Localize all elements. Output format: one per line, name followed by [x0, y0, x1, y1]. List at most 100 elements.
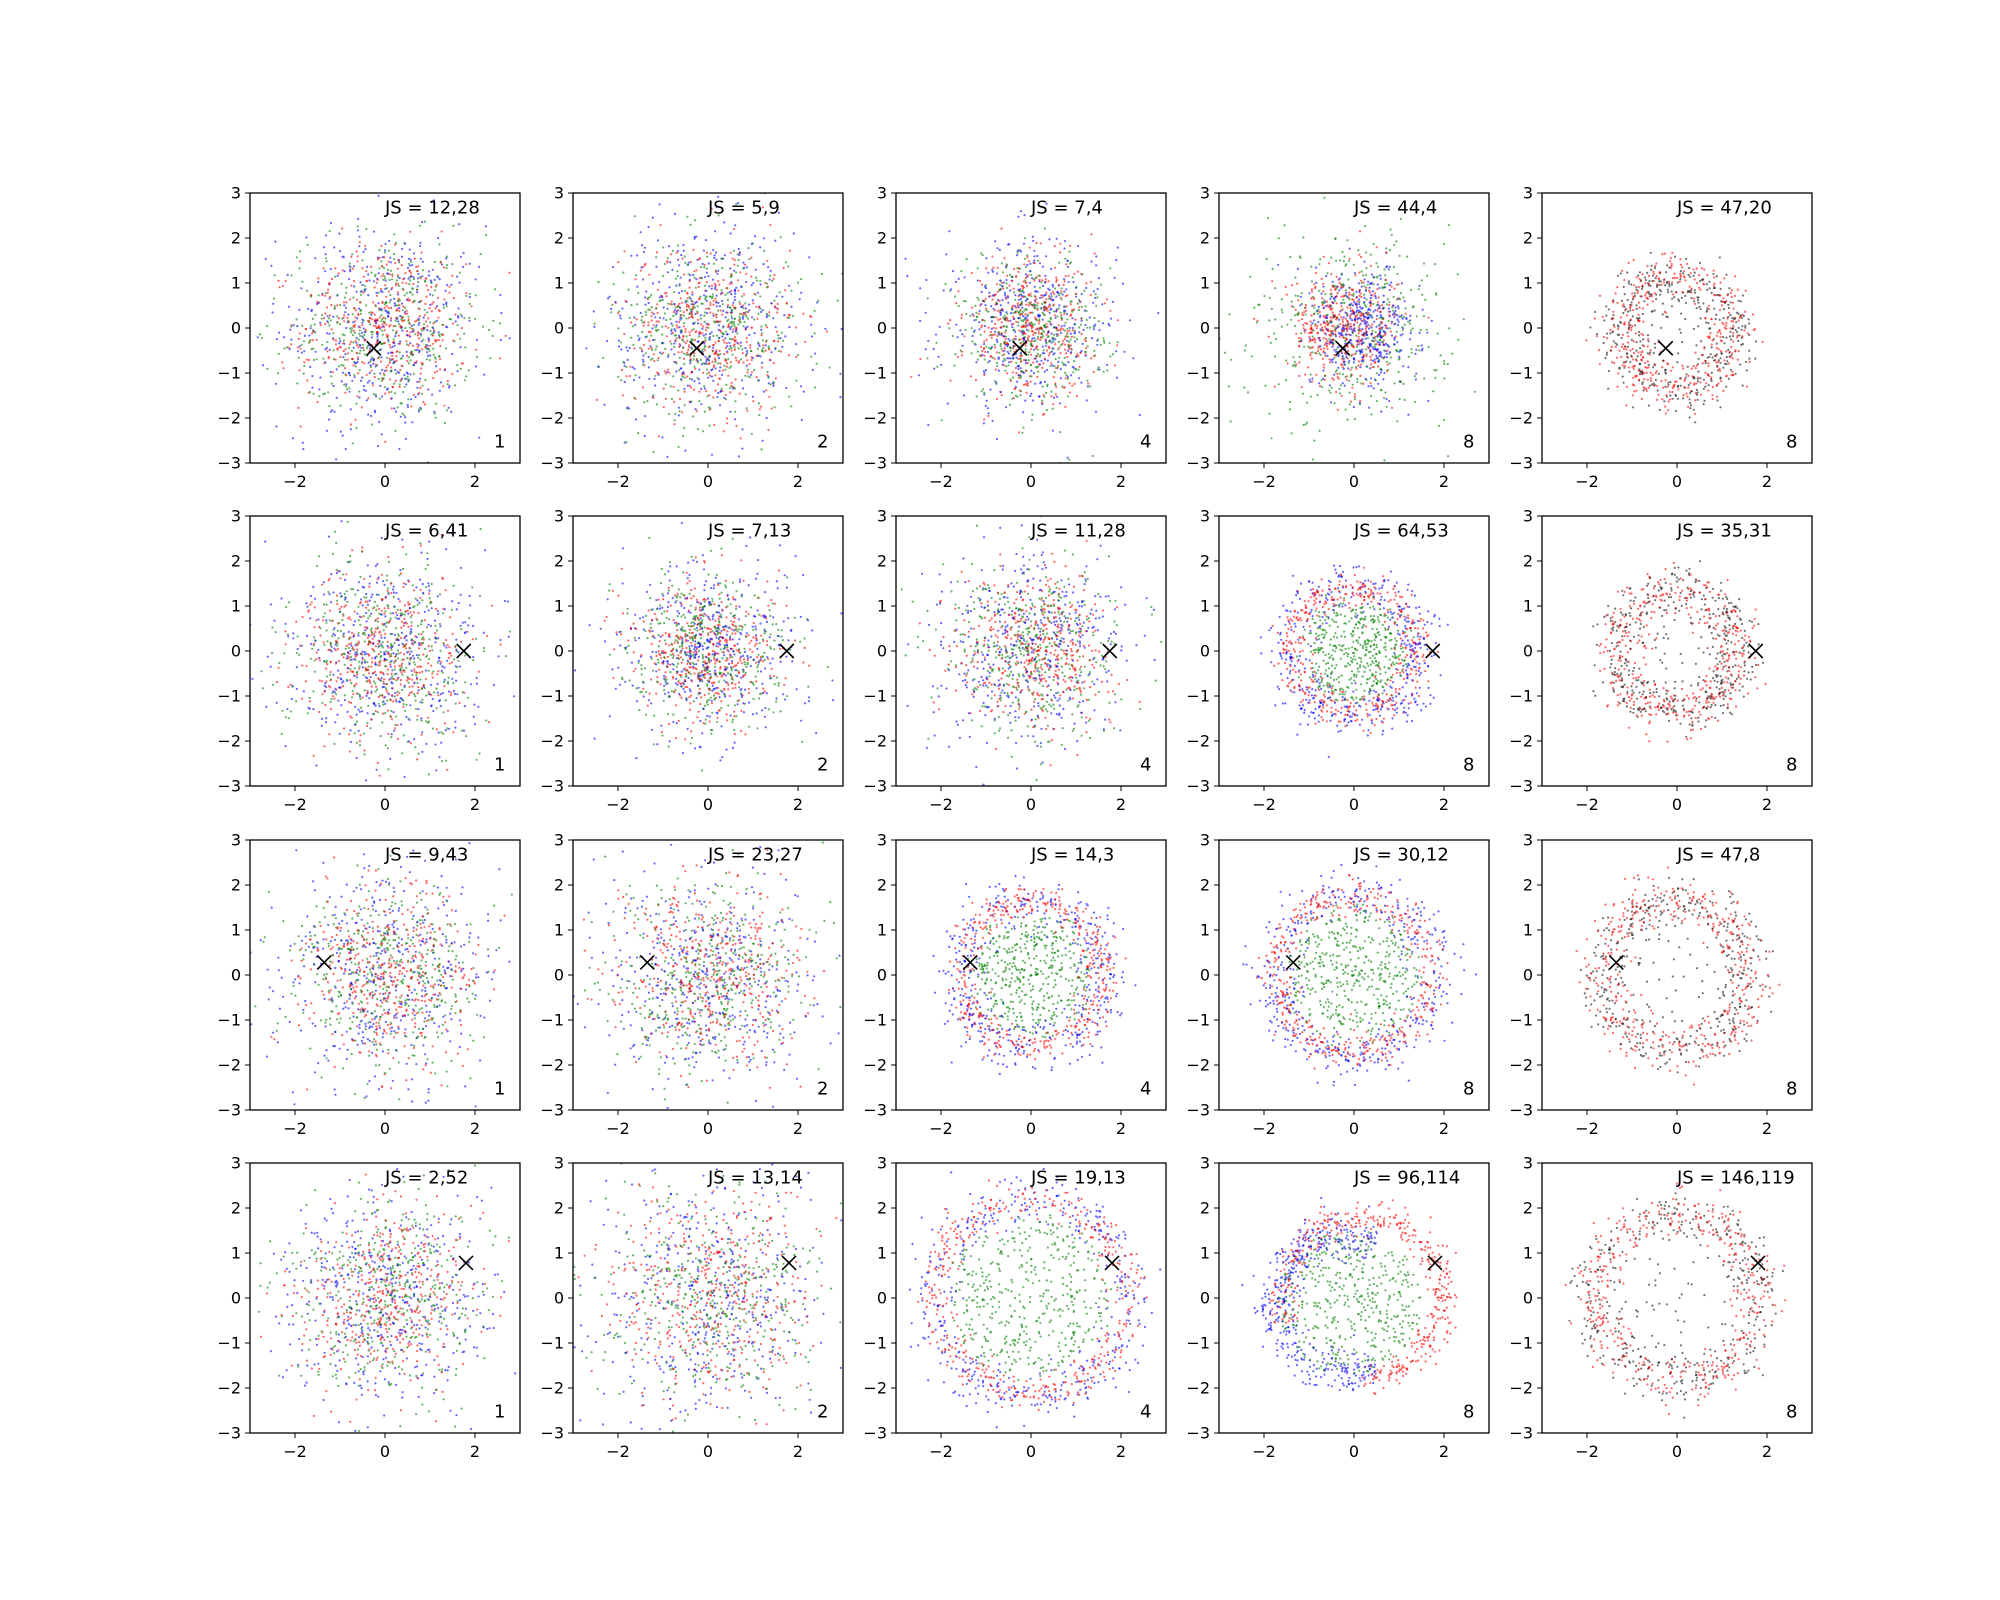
- point-blue: [723, 396, 726, 400]
- point-blue: [1043, 281, 1046, 284]
- point-red: [362, 291, 365, 294]
- point-green: [653, 338, 656, 341]
- point-red: [773, 274, 776, 277]
- point-red: [1285, 293, 1288, 296]
- point-blue: [348, 371, 351, 374]
- point-red: [731, 304, 734, 307]
- point-red: [990, 355, 993, 358]
- point-green: [401, 412, 404, 415]
- point-red: [362, 346, 365, 349]
- point-green: [1341, 283, 1344, 286]
- point-blue: [678, 326, 681, 329]
- point-red: [983, 354, 986, 357]
- point-green: [430, 333, 433, 336]
- point-green: [1385, 303, 1388, 306]
- point-green: [395, 331, 398, 334]
- point-red: [398, 309, 401, 312]
- point-green: [344, 358, 347, 361]
- point-green: [1335, 348, 1338, 351]
- point-red: [1025, 391, 1028, 394]
- point-red: [788, 314, 792, 317]
- point-blue: [368, 371, 371, 375]
- point-blue: [1069, 374, 1073, 377]
- point-blue: [962, 394, 966, 397]
- point-green: [707, 358, 710, 361]
- point-green: [732, 323, 736, 326]
- point-red: [1019, 314, 1022, 317]
- point-green: [1036, 307, 1039, 310]
- point-red: [678, 336, 681, 339]
- point-blue: [324, 234, 327, 237]
- point-green: [428, 359, 431, 362]
- point-green: [387, 340, 390, 343]
- point-blue: [1390, 334, 1393, 337]
- point-green: [787, 265, 790, 268]
- point-green: [1384, 274, 1387, 277]
- point-blue: [409, 258, 412, 261]
- point-blue: [592, 310, 595, 313]
- point-green: [1011, 376, 1015, 379]
- point-red: [1039, 336, 1042, 339]
- point-red: [1073, 382, 1076, 385]
- point-blue: [1367, 307, 1370, 310]
- point-green: [1379, 367, 1382, 370]
- point-green: [692, 415, 695, 418]
- point-green: [655, 307, 658, 310]
- point-green: [757, 341, 760, 344]
- point-green: [1069, 261, 1073, 264]
- point-blue: [649, 345, 652, 348]
- point-red: [431, 342, 435, 345]
- point-blue: [924, 348, 927, 351]
- point-blue: [1023, 214, 1026, 217]
- point-green: [351, 313, 354, 316]
- point-blue: [303, 546, 305, 548]
- point-red: [1085, 282, 1088, 285]
- point-blue: [815, 477, 817, 479]
- point-green: [385, 287, 389, 290]
- point-blue: [654, 384, 657, 387]
- point-blue: [1314, 266, 1317, 269]
- point-blue: [382, 325, 385, 328]
- point-blue: [403, 242, 407, 245]
- point-blue: [1430, 319, 1433, 322]
- point-blue: [332, 315, 335, 318]
- point-blue: [302, 448, 305, 451]
- point-blue: [619, 317, 622, 320]
- point-blue: [1322, 285, 1325, 288]
- point-blue: [1016, 249, 1019, 252]
- point-blue: [1002, 281, 1005, 284]
- point-green: [388, 301, 391, 304]
- point-blue: [959, 329, 962, 332]
- point-red: [1045, 349, 1048, 352]
- point-red: [1015, 306, 1018, 309]
- point-red: [1000, 321, 1003, 324]
- point-green: [312, 358, 315, 362]
- point-green: [1030, 273, 1033, 276]
- point-red: [406, 354, 409, 357]
- point-red: [1349, 313, 1352, 316]
- point-blue: [694, 301, 697, 304]
- point-red: [1345, 327, 1348, 330]
- point-red: [1012, 347, 1015, 350]
- point-green: [749, 349, 753, 353]
- point-red: [1345, 330, 1349, 333]
- point-red: [1056, 364, 1060, 368]
- point-blue: [1002, 335, 1006, 338]
- point-green: [1019, 394, 1022, 397]
- point-blue: [983, 285, 987, 288]
- point-blue: [1388, 283, 1391, 287]
- point-red: [688, 331, 691, 334]
- point-red: [1061, 328, 1065, 331]
- point-red: [1044, 338, 1047, 341]
- point-red: [465, 291, 468, 295]
- point-blue: [759, 355, 762, 358]
- point-blue: [1354, 318, 1357, 321]
- point-green: [1052, 337, 1055, 340]
- point-green: [651, 357, 654, 360]
- point-blue: [289, 328, 292, 331]
- point-green: [363, 333, 366, 336]
- point-red: [683, 372, 686, 375]
- point-red: [404, 272, 407, 275]
- point-green: [1442, 418, 1446, 422]
- point-blue: [758, 344, 761, 348]
